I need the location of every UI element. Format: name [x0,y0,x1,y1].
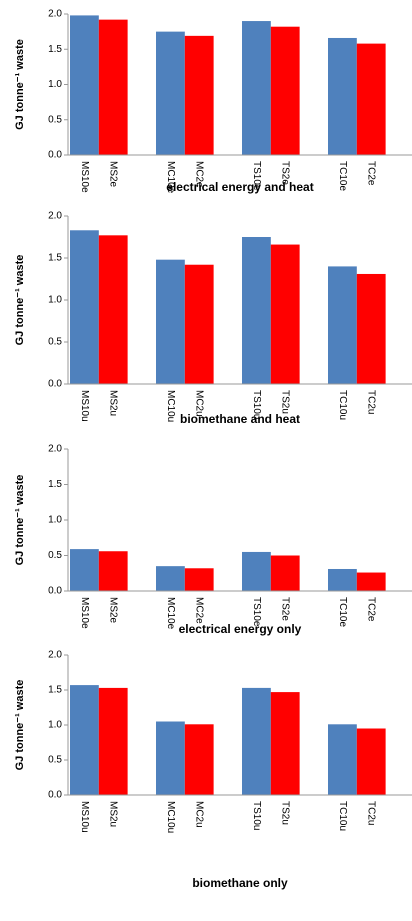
x-tick-label: TC2u [366,390,377,414]
chart-title: biomethane and heat [180,412,300,426]
y-tick-label: 1.5 [48,685,62,696]
x-tick-label: TS10u [251,390,262,419]
bar [242,551,271,591]
bar [70,685,99,795]
bar [156,566,185,591]
x-tick-label: MC10e [165,597,176,630]
y-tick-label: 1.5 [48,479,62,490]
bar [242,237,271,384]
bar [242,687,271,795]
y-axis-label: GJ tonne⁻¹ waste [14,255,26,346]
x-tick-label: TC2e [366,597,377,622]
y-tick-label: 0.0 [48,150,62,161]
bar [356,572,386,591]
bar [156,259,185,384]
x-tick-label: MC2u [194,390,205,417]
chart-title: biomethane only [192,876,288,890]
bar [184,568,214,591]
bar [70,549,99,591]
bar [328,568,357,591]
y-tick-label: 0.0 [48,586,62,597]
x-tick-label: TC2e [366,161,377,186]
y-tick-label: 2.0 [48,650,62,661]
y-tick-label: 1.5 [48,44,62,55]
x-tick-label: TC10e [337,161,348,191]
y-tick-label: 0.0 [48,790,62,801]
y-tick-label: 0.5 [48,337,62,348]
y-tick-label: 0.5 [48,114,62,125]
x-tick-label: MC2e [194,161,205,188]
y-tick-label: 2.0 [48,211,62,222]
bar [328,266,357,384]
x-tick-label: MS10u [79,801,90,833]
x-tick-label: MS10e [79,161,90,193]
bar [328,37,357,155]
y-tick-label: 1.0 [48,79,62,90]
bar [70,15,99,155]
x-tick-label: TS2u [280,801,291,825]
y-tick-label: 1.0 [48,295,62,306]
bar [98,19,128,155]
bar [356,728,386,795]
x-tick-label: TS2e [280,161,291,185]
y-axis-label: GJ tonne⁻¹ waste [14,680,26,771]
y-axis-label: GJ tonne⁻¹ waste [14,39,26,130]
x-tick-label: TS10u [251,801,262,830]
x-tick-label: MC10u [165,390,176,422]
bar [156,31,185,155]
x-tick-label: MC10u [165,801,176,833]
bar [328,724,357,795]
chart-title: electrical energy and heat [166,180,313,194]
x-tick-label: MS2e [108,597,119,624]
x-tick-label: TC2u [366,801,377,825]
y-tick-label: 2.0 [48,9,62,20]
y-tick-label: 1.0 [48,515,62,526]
x-tick-label: TS2u [280,390,291,414]
y-tick-label: 0.0 [48,379,62,390]
x-tick-label: TC10e [337,597,348,627]
bar [156,721,185,795]
y-tick-label: 1.5 [48,253,62,264]
y-tick-label: 0.5 [48,550,62,561]
bar [184,35,214,156]
bar [270,26,300,155]
bar [356,273,386,384]
bar [184,724,214,795]
x-tick-label: TS10e [251,597,262,627]
bar [242,21,271,155]
bar [270,692,300,795]
bar [184,264,214,384]
y-axis-label: GJ tonne⁻¹ waste [14,475,26,566]
x-tick-label: MS10e [79,597,90,629]
x-tick-label: TS2e [280,597,291,621]
bar [98,551,128,591]
x-tick-label: MS2e [108,161,119,188]
x-tick-label: MS2u [108,390,119,416]
x-tick-label: MC10e [165,161,176,194]
y-tick-label: 2.0 [48,444,62,455]
x-tick-label: TS10e [251,161,262,191]
y-tick-label: 1.0 [48,720,62,731]
chart-title: electrical energy only [179,622,302,636]
x-tick-label: TC10u [337,801,348,831]
x-tick-label: TC10u [337,390,348,420]
bar [270,244,300,384]
bar [98,687,128,795]
bar [356,43,386,155]
x-tick-label: MC2e [194,597,205,624]
x-tick-label: MS10u [79,390,90,422]
bar [70,230,99,384]
bar [270,555,300,591]
x-tick-label: MS2u [108,801,119,827]
x-tick-label: MC2u [194,801,205,828]
y-tick-label: 0.5 [48,755,62,766]
bar [98,235,128,384]
